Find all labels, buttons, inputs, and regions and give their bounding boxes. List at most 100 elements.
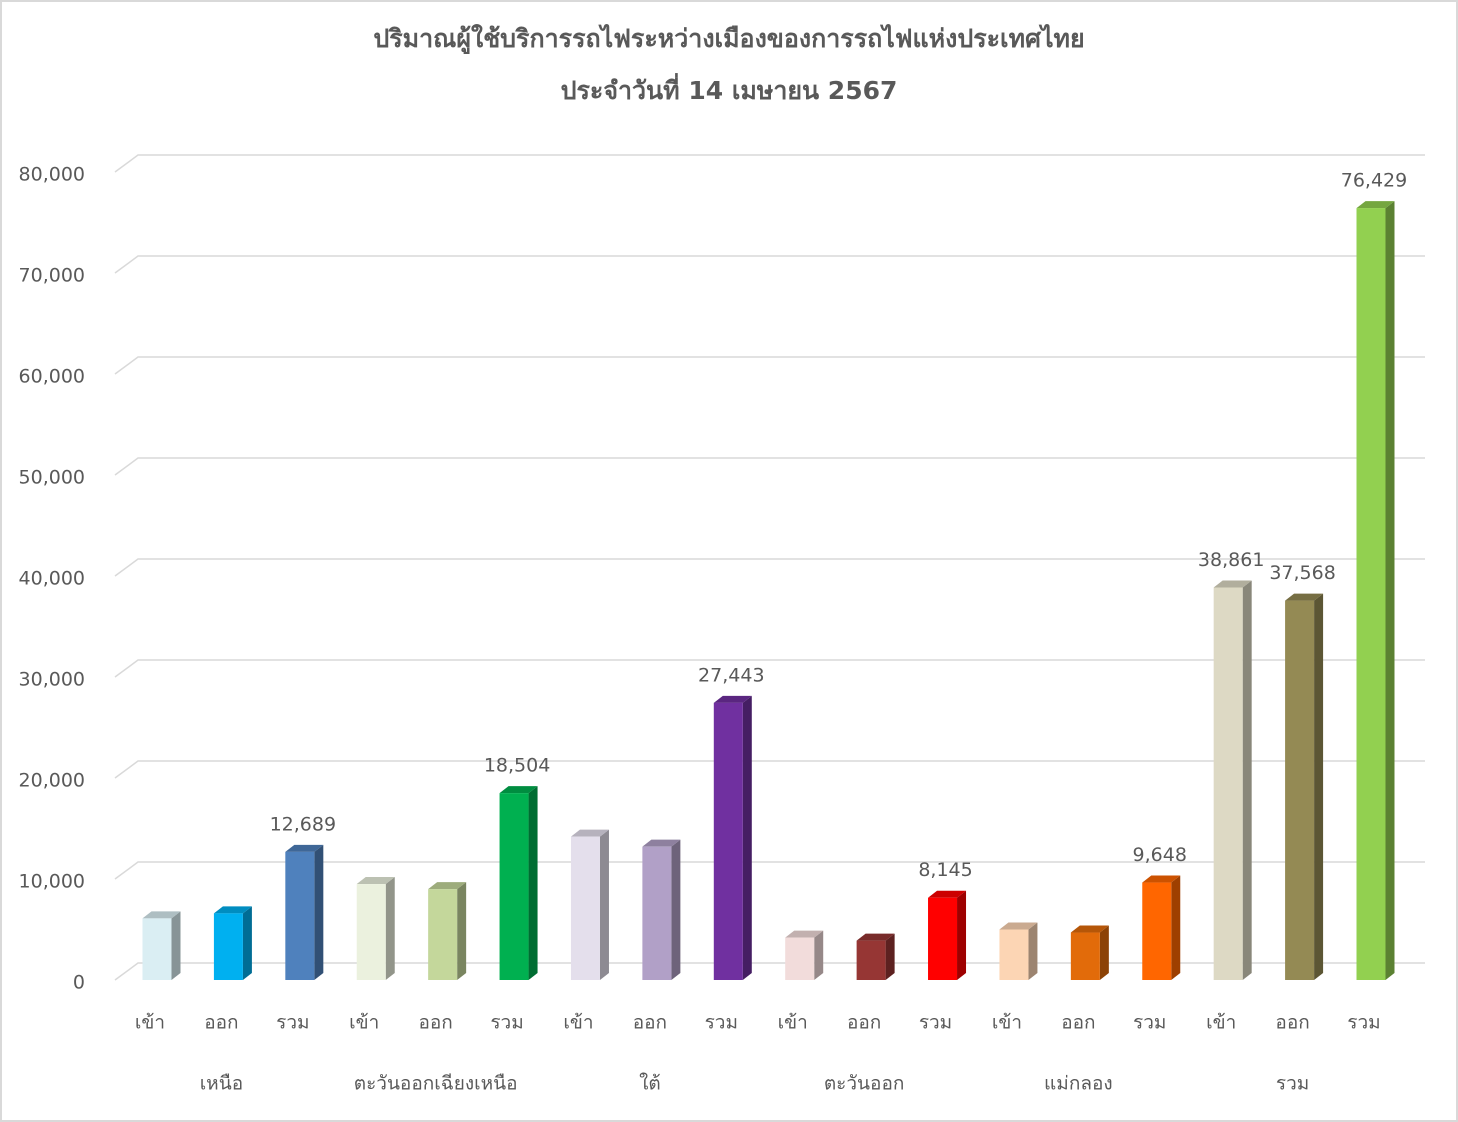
bar-top [856,933,895,941]
y-tick-label: 20,000 [19,770,85,792]
grid-line [114,356,1425,375]
bar [856,940,886,980]
value-label: 38,861 [1198,549,1264,571]
y-tick-label: 30,000 [19,669,85,691]
x-tick-label: รวม [919,1012,952,1034]
y-tick-label: 80,000 [19,164,85,186]
bar-side [1385,201,1395,981]
group-label: ใต้ [639,1073,661,1095]
group-label: ตะวันออก [824,1073,905,1095]
x-tick-label: รวม [490,1012,523,1034]
bar-top [356,877,395,885]
bar [1142,882,1172,980]
bar [1070,932,1100,980]
x-tick-label: ออก [204,1012,238,1034]
x-tick-label: ออก [1275,1012,1309,1034]
value-label: 9,648 [1133,844,1187,866]
grid-line [114,457,1425,476]
bar-side [171,911,181,980]
x-tick-label: ออก [418,1012,452,1034]
bar-top [1285,593,1324,601]
group-label: เหนือ [200,1073,243,1095]
bar [428,889,458,980]
bar-top [142,911,181,919]
bar [142,918,172,980]
bar-side [1242,580,1252,980]
x-tick-label: ออก [847,1012,881,1034]
x-tick-label: รวม [276,1012,309,1034]
bar-top [642,839,681,847]
value-label: 37,568 [1269,562,1335,584]
chart-title: ปริมาณผู้ใช้บริการรถไฟระหว่างเมืองของการ… [373,23,1084,55]
bar-side [957,890,967,980]
bar-side [1099,925,1109,980]
y-tick-label: 40,000 [19,568,85,590]
bar [499,793,529,980]
x-tick-label: เข้า [563,1012,593,1034]
bar [999,929,1029,980]
bar-side [1028,922,1038,980]
grid-line [114,962,1425,981]
bar-top [285,844,324,852]
bar-top [713,695,752,703]
bar-side [671,839,681,980]
bar-side [885,933,895,980]
bar-side [742,695,752,980]
y-tick-label: 60,000 [19,366,85,388]
grid-line [114,659,1425,678]
bar-top [428,882,467,890]
bar-side [385,877,395,980]
bar [642,846,672,980]
bar-side [1171,875,1181,980]
group-label: รวม [1276,1073,1309,1095]
bar-side [814,930,824,980]
bar-top [213,906,252,914]
x-tick-label: เข้า [349,1012,379,1034]
x-tick-label: เข้า [135,1012,165,1034]
bar [1213,587,1243,980]
bar-top [570,829,609,837]
bar [785,937,815,980]
bar-top [1070,925,1109,933]
x-tick-label: รวม [1347,1012,1380,1034]
bar-side [242,906,252,980]
y-tick-label: 0 [73,972,85,994]
y-tick-label: 10,000 [19,871,85,893]
bar [285,851,315,980]
x-tick-label: เข้า [778,1012,808,1034]
grid-line [114,558,1425,577]
grid-line [114,255,1425,274]
bar [928,897,958,980]
bar-top [499,786,538,794]
chart-subtitle: ประจำวันที่ 14 เมษายน 2567 [561,73,898,105]
value-label: 12,689 [270,813,336,835]
value-label: 8,145 [918,859,972,881]
y-tick-label: 70,000 [19,265,85,287]
group-label: แม่กลอง [1044,1073,1113,1095]
x-tick-label: รวม [1133,1012,1166,1034]
value-label: 27,443 [698,664,764,686]
bar [1356,208,1386,981]
bar-top [1142,875,1181,883]
x-tick-label: ออก [1061,1012,1095,1034]
bar-top [1213,580,1252,588]
group-label: ตะวันออกเฉียงเหนือ [354,1073,518,1095]
bar-top [785,930,824,938]
bar [356,884,386,980]
grid-line [114,154,1425,173]
bar-side [457,882,467,980]
bar-side [314,844,324,980]
bar-top [928,890,967,898]
grid-line [114,760,1425,779]
bar-side [599,829,609,980]
bar-side [528,786,538,980]
grid-line [114,861,1425,880]
bar [570,836,600,980]
x-tick-label: เข้า [992,1012,1022,1034]
x-tick-label: รวม [705,1012,738,1034]
bar [1285,600,1315,980]
y-tick-label: 50,000 [19,467,85,489]
bar-top [1356,201,1395,209]
